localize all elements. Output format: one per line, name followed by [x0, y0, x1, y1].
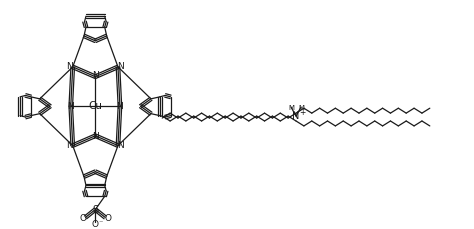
Text: O: O [105, 214, 112, 223]
Text: N: N [118, 141, 124, 150]
Text: N: N [92, 132, 99, 141]
Text: S: S [92, 204, 99, 215]
Text: N: N [66, 62, 73, 71]
Text: Cu: Cu [88, 101, 102, 111]
Text: N: N [92, 71, 99, 80]
Text: N: N [118, 62, 124, 71]
Text: +: + [299, 108, 305, 117]
Text: N: N [67, 102, 74, 111]
Text: O: O [92, 220, 99, 229]
Text: N: N [66, 141, 73, 150]
Text: M: M [288, 105, 294, 111]
Text: M: M [298, 105, 304, 111]
Text: N: N [117, 102, 123, 111]
Text: ⁻: ⁻ [98, 219, 102, 228]
Text: N: N [292, 111, 300, 121]
Text: O: O [79, 214, 86, 223]
